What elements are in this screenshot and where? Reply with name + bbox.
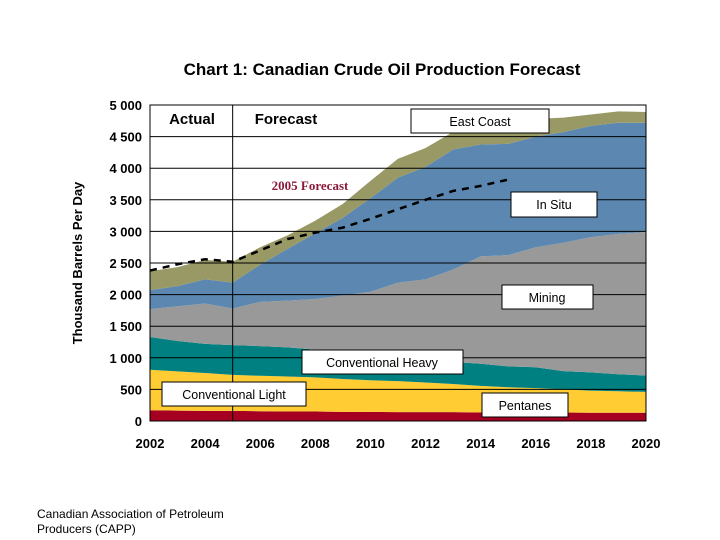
source-line: Producers (CAPP) xyxy=(37,522,136,536)
svg-text:Conventional Light: Conventional Light xyxy=(182,388,286,402)
label-east-coast: East Coast xyxy=(410,108,550,134)
label-conventional-light: Conventional Light xyxy=(161,381,307,407)
y-axis-label: Thousand Barrels Per Day xyxy=(70,181,85,344)
y-tick-label: 3 500 xyxy=(109,193,142,208)
svg-text:Conventional Heavy: Conventional Heavy xyxy=(326,356,439,370)
x-tick-label: 2020 xyxy=(632,436,661,451)
region-label-forecast: Forecast xyxy=(255,111,318,128)
y-tick-label: 500 xyxy=(120,382,142,397)
label-mining: Mining xyxy=(501,284,594,310)
area-mining xyxy=(150,232,646,376)
y-tick-label: 1 500 xyxy=(109,319,142,334)
svg-text:Mining: Mining xyxy=(529,291,566,305)
y-tick-label: 5 000 xyxy=(109,98,142,113)
x-tick-label: 2002 xyxy=(136,436,165,451)
source-line: Canadian Association of Petroleum xyxy=(37,507,224,521)
source-note: Canadian Association of Petroleum Produc… xyxy=(37,507,224,537)
label-conventional-heavy: Conventional Heavy xyxy=(301,349,464,375)
y-tick-label: 3 000 xyxy=(109,224,142,239)
chart-title: Chart 1: Canadian Crude Oil Production F… xyxy=(184,60,581,79)
x-tick-label: 2016 xyxy=(521,436,550,451)
y-tick-label: 2 500 xyxy=(109,256,142,271)
x-tick-label: 2018 xyxy=(576,436,605,451)
svg-text:East Coast: East Coast xyxy=(449,115,511,129)
y-tick-label: 4 000 xyxy=(109,161,142,176)
forecast-2005-label: 2005 Forecast xyxy=(272,178,349,193)
label-pentanes: Pentanes xyxy=(481,392,569,418)
y-tick-label: 0 xyxy=(135,414,142,429)
x-tick-label: 2008 xyxy=(301,436,330,451)
y-axis-tick-labels: 0 500 1 000 1 500 2 000 2 500 3 000 3 500 4 000 4… xyxy=(109,98,142,429)
x-tick-label: 2006 xyxy=(246,436,275,451)
x-tick-label: 2012 xyxy=(411,436,440,451)
y-tick-label: 4 500 xyxy=(109,130,142,145)
forecast-2005-line xyxy=(149,178,509,272)
svg-text:Pentanes: Pentanes xyxy=(499,399,552,413)
x-tick-label: 2004 xyxy=(191,436,221,451)
y-tick-label: 1 000 xyxy=(109,351,142,366)
region-label-actual: Actual xyxy=(169,111,215,128)
label-in-situ: In Situ xyxy=(510,191,598,218)
x-axis-tick-labels: 2002 2004 2006 2008 2010 2012 2014 2016 2018 2020 xyxy=(136,436,661,451)
x-tick-label: 2014 xyxy=(466,436,496,451)
plot-frame xyxy=(149,104,647,422)
area-east-coast xyxy=(150,111,646,291)
svg-text:In Situ: In Situ xyxy=(536,198,571,212)
y-tick-label: 2 000 xyxy=(109,288,142,303)
x-tick-label: 2010 xyxy=(356,436,385,451)
stacked-areas xyxy=(150,111,646,421)
